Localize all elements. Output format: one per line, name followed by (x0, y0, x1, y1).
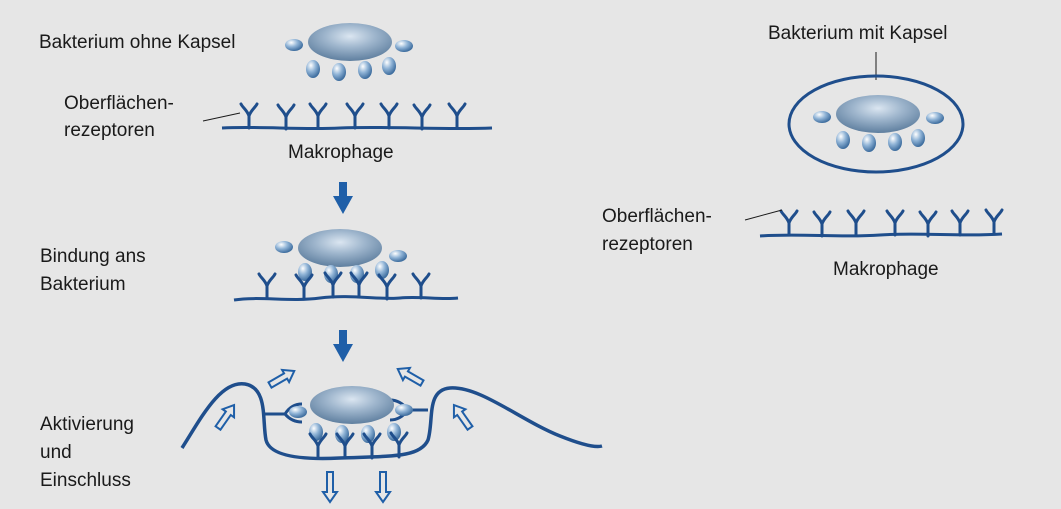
receptor-pointer-right (744, 209, 783, 221)
label-receptors-left-2: rezeptoren (64, 120, 155, 141)
receptor-pointer-left (202, 112, 241, 122)
label-activation-2: und (40, 442, 72, 463)
macrophage-engulfing (180, 382, 603, 461)
membrane-top (221, 102, 493, 131)
label-receptors-left-1: Oberflächen- (64, 93, 174, 114)
label-activation-3: Einschluss (40, 470, 131, 491)
label-macrophage-left: Makrophage (288, 142, 394, 163)
bacterium-no-capsule (285, 23, 413, 81)
label-macrophage-right: Makrophage (833, 259, 939, 280)
bacterium-with-capsule (813, 95, 944, 152)
membrane-binding (233, 271, 459, 302)
activation-arrows (214, 366, 474, 504)
membrane-right (759, 208, 1004, 238)
capsule (787, 74, 965, 174)
label-receptors-right-2: rezeptoren (602, 234, 693, 255)
label-receptors-right-1: Oberflächen- (602, 206, 712, 227)
arrow-down-1 (333, 182, 353, 214)
label-with-capsule: Bakterium mit Kapsel (768, 23, 948, 44)
arrow-down-2 (333, 330, 353, 362)
label-binding-2: Bakterium (40, 274, 126, 295)
label-activation-1: Aktivierung (40, 414, 134, 435)
label-binding-1: Bindung ans (40, 246, 146, 267)
label-no-capsule: Bakterium ohne Kapsel (39, 32, 236, 53)
